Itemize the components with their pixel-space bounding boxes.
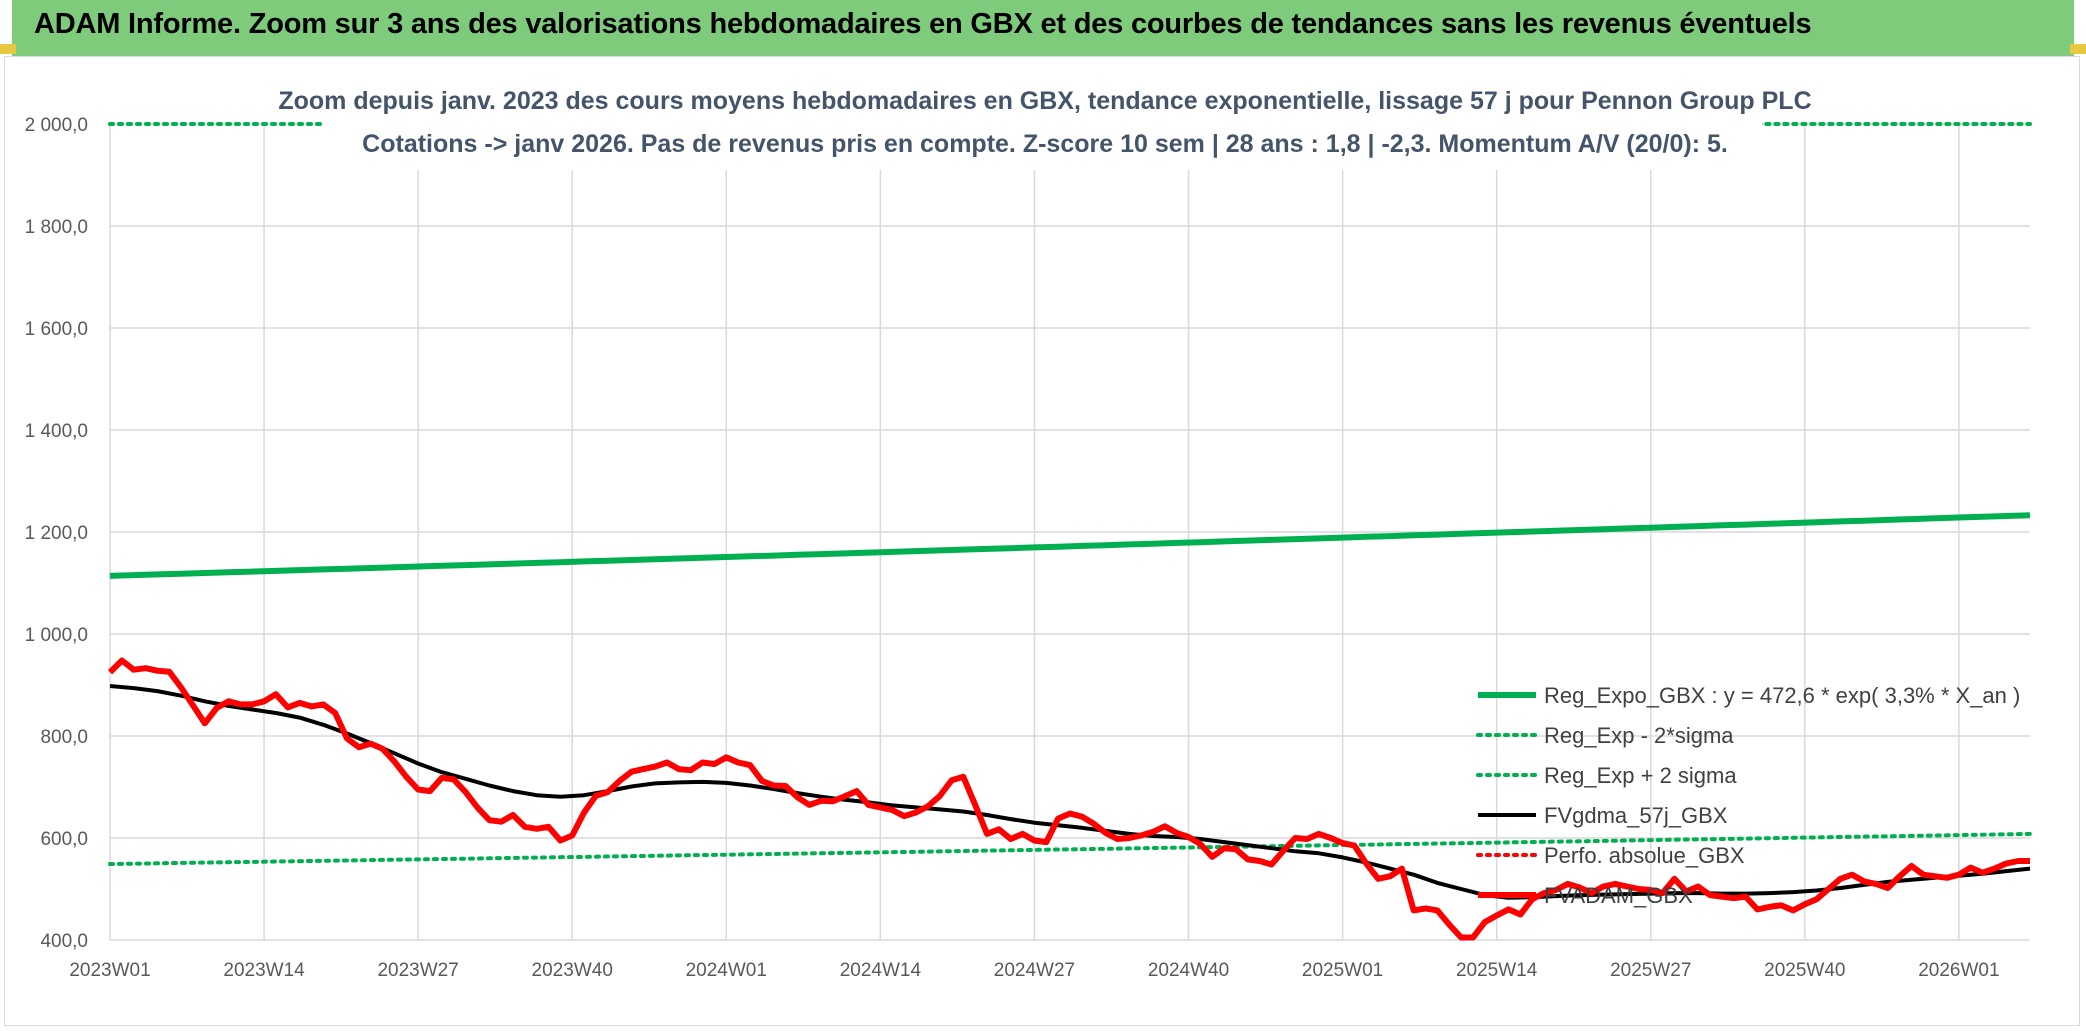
legend-label: Perfo. absolue_GBX: [1544, 843, 1745, 868]
x-tick-label: 2025W40: [1764, 960, 1845, 981]
y-axis-ticks: 2 000,0 1 800,0 1 600,0 1 400,0 1 200,0 1 000…: [25, 115, 88, 952]
page-title: ADAM Informe. Zoom sur 3 ans des valoris…: [34, 8, 1812, 40]
y-tick-label: 800,0: [40, 727, 88, 748]
banner-accent-right: [2070, 44, 2086, 54]
chart-legend: Reg_Expo_GBX : y = 472,6 * exp( 3,3% * X…: [1476, 683, 2020, 908]
x-tick-label: 2024W01: [686, 960, 767, 981]
y-tick-label: 1 800,0: [25, 217, 88, 238]
top-bar: ADAM Informe. Zoom sur 3 ans des valoris…: [0, 0, 2086, 56]
legend-label: FVgdma_57j_GBX: [1544, 803, 1728, 828]
x-tick-label: 2025W27: [1610, 960, 1691, 981]
legend-label: Reg_Expo_GBX : y = 472,6 * exp( 3,3% * X…: [1544, 683, 2020, 708]
x-tick-label: 2026W01: [1918, 960, 1999, 981]
y-tick-label: 600,0: [40, 829, 88, 850]
x-tick-label: 2023W27: [377, 960, 458, 981]
y-tick-label: 400,0: [40, 931, 88, 952]
series-line-5: [107, 657, 2030, 941]
legend-label: Reg_Exp + 2 sigma: [1544, 763, 1737, 788]
series-line-0: [109, 512, 2031, 579]
x-axis-ticks: 2023W01 2023W14 2023W27 2023W40 2024W01 2024W…: [69, 960, 1999, 981]
banner-accent-left: [0, 44, 16, 54]
x-tick-label: 2024W14: [840, 960, 922, 981]
chart-grid: [109, 123, 2030, 941]
y-tick-label: 2 000,0: [25, 115, 88, 136]
x-tick-label: 2023W40: [532, 960, 613, 981]
title-banner: [12, 0, 2074, 56]
y-tick-label: 1 600,0: [25, 319, 88, 340]
chart-subtitle-line2: Cotations -> janv 2026. Pas de revenus p…: [362, 130, 1728, 158]
series-line-1: [108, 831, 2032, 866]
chart-subtitle-line1: Zoom depuis janv. 2023 des cours moyens …: [278, 87, 1811, 115]
y-tick-label: 1 000,0: [25, 625, 88, 646]
chart-frame: [4, 56, 2080, 1026]
y-tick-label: 1 400,0: [25, 421, 88, 442]
x-tick-label: 2025W01: [1302, 960, 1383, 981]
x-tick-label: 2023W01: [69, 960, 150, 981]
subtitle-background: [322, 74, 1762, 170]
x-tick-label: 2025W14: [1456, 960, 1538, 981]
legend-label: Reg_Exp - 2*sigma: [1544, 723, 1734, 748]
x-tick-label: 2024W40: [1148, 960, 1229, 981]
x-tick-label: 2024W27: [994, 960, 1075, 981]
x-tick-label: 2023W14: [223, 960, 305, 981]
chart-series: [107, 122, 2032, 941]
legend-label: FVADAM_GBX: [1544, 883, 1693, 908]
y-tick-label: 1 200,0: [25, 523, 88, 544]
